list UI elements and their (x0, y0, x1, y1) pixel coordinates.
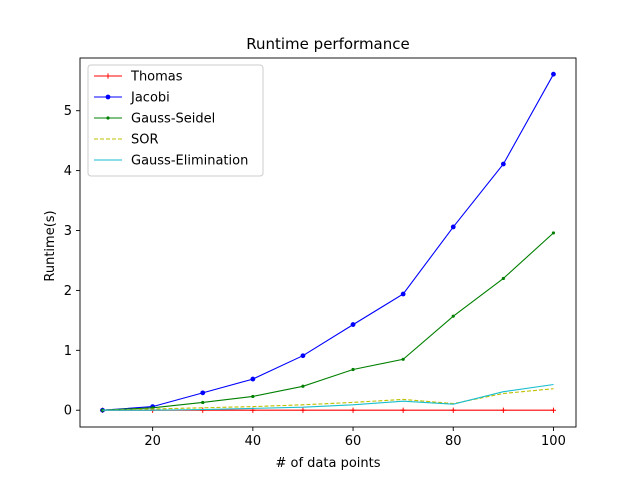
data-point-gauss-seidel (401, 357, 405, 361)
data-point-thomas (350, 407, 356, 413)
data-point-gauss-seidel (301, 384, 305, 388)
data-point-thomas (400, 407, 406, 413)
data-point-jacobi (551, 71, 556, 77)
x-axis-label: # of data points (275, 456, 380, 471)
series-line-jacobi (102, 73, 554, 411)
legend: Thomas Jacobi Gauss-Seidel SOR Gauss-Elimina… (87, 64, 264, 177)
legend-marker-thomas (105, 73, 111, 79)
x-tick-label-100: 100 (541, 434, 566, 449)
data-point-jacobi (350, 322, 356, 327)
data-point-thomas (300, 407, 306, 413)
data-point-thomas (500, 407, 506, 413)
data-point-gauss-seidel (501, 276, 505, 281)
data-point-jacobi (450, 224, 456, 230)
legend-marker-gauss-seidel (106, 116, 110, 120)
legend-box (87, 64, 264, 177)
x-tick-label-80: 80 (445, 434, 462, 449)
y-tick-label-0: 0 (64, 404, 72, 419)
data-point-jacobi (250, 376, 256, 382)
legend-label-thomas: Thomas (130, 70, 183, 85)
legend-label-gauss-elimination: Gauss-Elimination (131, 154, 248, 169)
data-point-thomas (550, 407, 557, 413)
data-point-gauss-seidel (251, 394, 255, 399)
y-tick-label-1: 1 (64, 344, 72, 359)
x-tick-label-40: 40 (245, 434, 262, 449)
y-tick-label-4: 4 (64, 164, 72, 179)
series-line-sor (102, 388, 554, 411)
data-point-gauss-seidel (201, 400, 205, 405)
data-point-jacobi (400, 291, 406, 297)
legend-label-gauss-seidel: Gauss-Seidel (131, 112, 215, 127)
series-line-gauss-elimination (102, 383, 554, 411)
chart-title: Runtime performance (246, 35, 409, 53)
data-point-jacobi (500, 161, 506, 167)
legend-label-sor: SOR (131, 133, 159, 148)
plot-area: 20 40 60 80 100 0 1 2 3 4 5 (64, 57, 577, 449)
y-tick-label-2: 2 (64, 284, 72, 299)
y-tick-label-5: 5 (64, 104, 72, 119)
y-axis-label: Runtime(s) (43, 210, 58, 281)
data-point-jacobi (200, 390, 206, 396)
legend-marker-jacobi (105, 94, 111, 100)
data-point-gauss-seidel (551, 231, 556, 235)
axes-frame (79, 57, 577, 428)
data-point-thomas (450, 407, 456, 413)
x-tick-label-60: 60 (345, 434, 362, 449)
data-point-gauss-seidel (351, 367, 355, 372)
series-line-gauss-seidel (102, 232, 554, 411)
y-tick-label-3: 3 (64, 224, 72, 239)
legend-label-jacobi: Jacobi (130, 91, 170, 106)
x-tick-label-20: 20 (144, 434, 161, 449)
data-point-thomas (200, 407, 206, 413)
data-point-jacobi (300, 353, 306, 359)
data-point-gauss-seidel (451, 314, 455, 318)
